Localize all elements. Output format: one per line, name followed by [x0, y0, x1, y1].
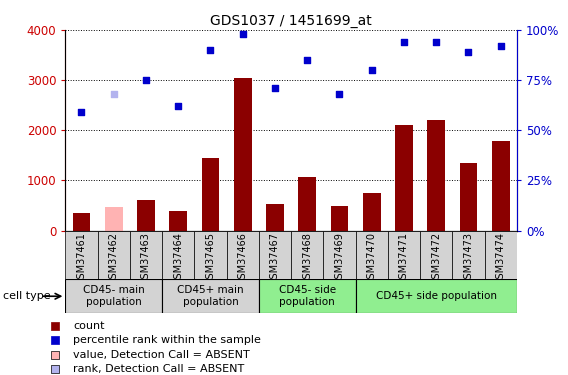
Point	[51, 352, 60, 358]
Bar	[485, 231, 517, 279]
Bar	[298, 177, 316, 231]
Text: GSM37470: GSM37470	[367, 232, 377, 285]
Text: GSM37467: GSM37467	[270, 232, 280, 285]
Bar	[331, 206, 348, 231]
Point	[496, 43, 506, 49]
Point	[77, 109, 86, 115]
Point	[432, 39, 441, 45]
Bar	[427, 120, 445, 231]
Bar	[460, 163, 477, 231]
Bar	[65, 231, 98, 279]
Text: GSM37465: GSM37465	[206, 232, 215, 285]
Bar	[194, 231, 227, 279]
Point	[174, 103, 183, 109]
Bar	[137, 200, 155, 231]
Point	[141, 77, 151, 83]
Text: GSM37468: GSM37468	[302, 232, 312, 285]
Text: CD45+ side population: CD45+ side population	[376, 291, 497, 301]
Bar	[323, 231, 356, 279]
Text: GSM37469: GSM37469	[335, 232, 344, 285]
Point	[464, 49, 473, 55]
Bar	[492, 141, 509, 231]
Text: CD45- main
population: CD45- main population	[83, 285, 145, 307]
Bar	[169, 211, 187, 231]
Text: GSM37461: GSM37461	[77, 232, 86, 285]
Point	[335, 91, 344, 97]
Text: rank, Detection Call = ABSENT: rank, Detection Call = ABSENT	[73, 364, 244, 374]
Bar	[73, 213, 90, 231]
Point	[367, 67, 376, 73]
Text: GSM37463: GSM37463	[141, 232, 151, 285]
Bar	[356, 231, 388, 279]
Bar	[234, 78, 252, 231]
Text: GSM37466: GSM37466	[238, 232, 248, 285]
Bar	[202, 158, 219, 231]
Title: GDS1037 / 1451699_at: GDS1037 / 1451699_at	[210, 13, 372, 28]
Bar	[130, 231, 162, 279]
Bar	[291, 231, 323, 279]
Text: GSM37471: GSM37471	[399, 232, 409, 285]
Point	[51, 337, 60, 343]
Bar	[388, 231, 420, 279]
Point	[303, 57, 312, 63]
Point	[51, 366, 60, 372]
Text: GSM37462: GSM37462	[108, 232, 119, 285]
Text: GSM37474: GSM37474	[496, 232, 506, 285]
Text: CD45+ main
population: CD45+ main population	[177, 285, 244, 307]
Text: CD45- side
population: CD45- side population	[279, 285, 336, 307]
Text: GSM37472: GSM37472	[431, 232, 441, 285]
Bar	[162, 279, 259, 313]
Bar	[65, 279, 162, 313]
Bar	[227, 231, 259, 279]
Text: percentile rank within the sample: percentile rank within the sample	[73, 335, 261, 345]
Point	[270, 85, 279, 91]
Text: count: count	[73, 321, 105, 331]
Point	[206, 47, 215, 53]
Text: cell type: cell type	[3, 291, 51, 301]
Bar	[356, 279, 517, 313]
Bar	[259, 279, 356, 313]
Bar	[266, 204, 284, 231]
Bar	[363, 192, 381, 231]
Point	[399, 39, 408, 45]
Bar	[395, 125, 413, 231]
Point	[109, 91, 118, 97]
Point	[238, 31, 247, 37]
Bar	[452, 231, 485, 279]
Bar	[259, 231, 291, 279]
Text: value, Detection Call = ABSENT: value, Detection Call = ABSENT	[73, 350, 250, 360]
Bar	[420, 231, 452, 279]
Text: GSM37464: GSM37464	[173, 232, 183, 285]
Bar	[105, 207, 123, 231]
Point	[51, 323, 60, 329]
Bar	[98, 231, 130, 279]
Bar	[162, 231, 194, 279]
Text: GSM37473: GSM37473	[463, 232, 474, 285]
